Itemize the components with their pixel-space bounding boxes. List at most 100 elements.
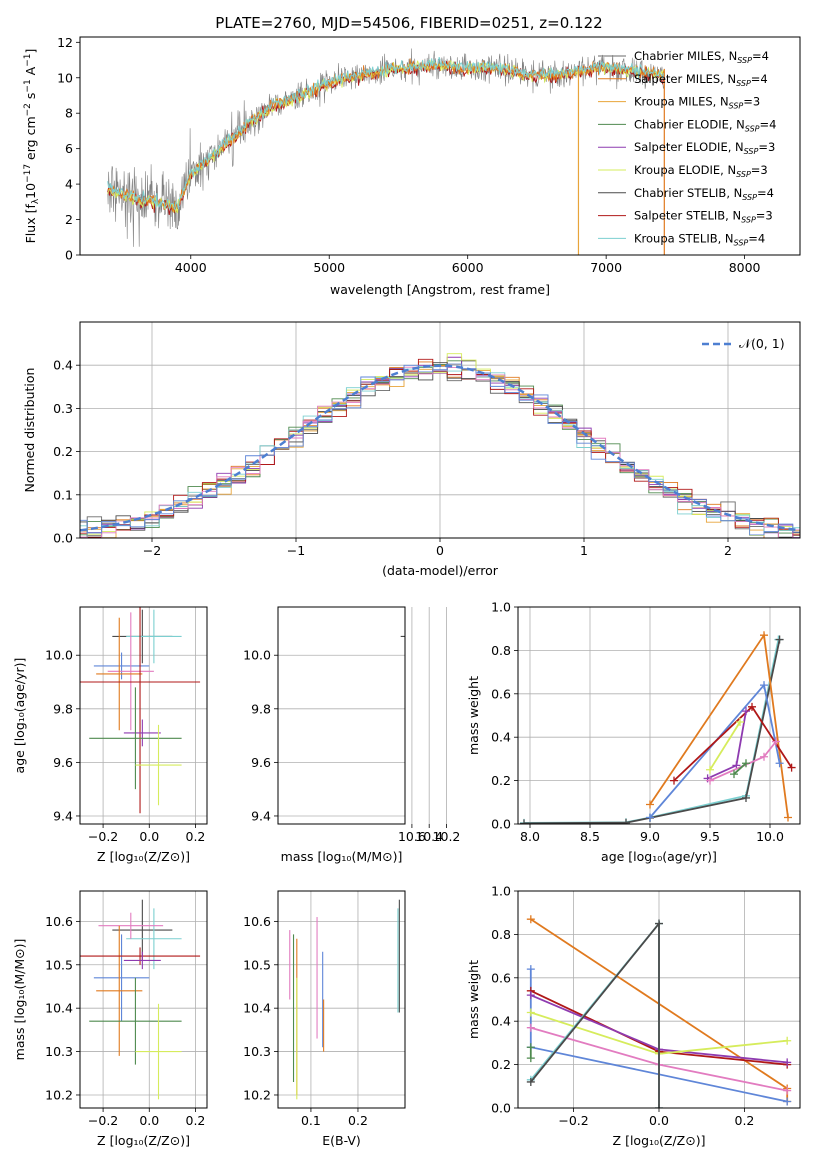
series-marker [760, 631, 768, 640]
y-tick-label: 10.6 [243, 914, 271, 929]
y-tick-label: 10.6 [45, 914, 73, 929]
x-tick-label: 10.6 [398, 829, 426, 844]
series-line [649, 632, 789, 818]
y-axis-label-part: −17 [23, 164, 33, 183]
series-marker [526, 1023, 535, 1032]
legend-label-sub: SSP [741, 216, 756, 225]
x-tick-label: −0.2 [558, 1113, 588, 1128]
y-axis-label: Normed distribution [22, 368, 37, 493]
series-marker [526, 1077, 535, 1086]
histogram-kroupa_elodie [80, 353, 800, 538]
legend-label: Kroupa STELIB, NSSP=4 [634, 231, 765, 247]
y-tick-label: 9.6 [53, 755, 73, 770]
y-axis-label-part: −1 [23, 79, 33, 92]
y-tick-label: 1.0 [491, 884, 511, 899]
plot-residuals: −2 −1 0 1 2 0.0 0.1 0.2 0.3 0.4 (data-model)/error… [22, 321, 801, 578]
x-tick-label: −0.2 [88, 829, 118, 844]
plot-mass_vs_ebv: 0.1 0.2 10.2 10.3 10.4 10.5 10.6 E(B-V) [243, 890, 406, 1148]
legend-label: Salpeter ELODIE, NSSP=3 [634, 140, 775, 156]
series-marker [783, 1058, 792, 1067]
series-marker [783, 1086, 792, 1095]
y-tick-label: 0.1 [53, 487, 73, 502]
legend-label-suffix: =3 [756, 209, 773, 223]
x-tick-label: 0.0 [139, 829, 159, 844]
series-marker [646, 800, 654, 809]
legend-label-sub: SSP [729, 102, 744, 111]
legend-label-sub: SSP [737, 56, 752, 65]
plot-area [80, 899, 201, 1100]
x-tick-label: 9.5 [700, 829, 720, 844]
y-tick-label: 10.0 [243, 648, 271, 663]
legend-label-suffix: =4 [748, 231, 765, 245]
x-tick-label: 10.0 [756, 829, 784, 844]
x-tick-label: −1 [287, 543, 305, 558]
series-marker [784, 813, 792, 822]
x-tick-label: 8.5 [580, 829, 600, 844]
y-tick-label: 10.0 [45, 648, 73, 663]
spectrum-model-kroupa_elodie [107, 59, 665, 214]
y-tick-label: 0 [65, 248, 73, 263]
series-marker [772, 737, 780, 746]
legend-label-sub: SSP [734, 238, 749, 247]
plot-area [526, 915, 792, 1108]
y-tick-label: 10 [57, 70, 73, 85]
y-tick-label: 0.4 [53, 358, 73, 373]
x-tick-label: 0.2 [186, 829, 206, 844]
x-axis-label: Z [log₁₀(Z/Z⊙)] [97, 849, 190, 864]
series-marker [520, 819, 528, 824]
legend-label-suffix: =3 [743, 95, 760, 109]
legend-label-suffix: =4 [751, 72, 768, 86]
x-tick-label: 4000 [175, 260, 207, 275]
series-line [530, 920, 660, 1108]
series-line [523, 639, 781, 824]
legend-label-sub: SSP [736, 79, 751, 88]
histogram-kroupa_stelib [80, 366, 800, 538]
x-tick-label: 2 [724, 543, 732, 558]
y-tick-label: 10.4 [243, 1001, 271, 1016]
series-line [649, 683, 781, 819]
y-axis-label-part: λ [31, 198, 41, 204]
y-axis-label-part: ] [23, 49, 38, 54]
legend-label: Kroupa ELODIE, NSSP=3 [634, 163, 768, 179]
x-axis-label: Z [log₁₀(Z/Z⊙)] [613, 1133, 706, 1148]
legend-label-main: Kroupa STELIB, N [634, 231, 734, 245]
x-tick-label: 8.0 [520, 829, 540, 844]
series-marker [760, 681, 768, 690]
plot-area [80, 607, 201, 814]
x-tick-label: 6000 [452, 260, 484, 275]
y-tick-label: 1.0 [491, 600, 511, 615]
series-marker [775, 635, 784, 644]
axes-frame [79, 606, 208, 825]
series-marker [526, 965, 535, 974]
x-tick-label: 0.0 [139, 1113, 159, 1128]
y-axis-label-part: A [23, 66, 38, 79]
series-marker [742, 759, 750, 768]
legend-label-suffix: =4 [752, 49, 769, 63]
y-tick-label: 6 [65, 141, 73, 156]
y-axis-label-part: −1 [23, 54, 33, 67]
x-tick-label: 7000 [590, 260, 622, 275]
y-tick-label: 10.3 [243, 1044, 271, 1059]
x-axis-label: E(B-V) [322, 1133, 361, 1148]
legend-label-sub: SSP [742, 193, 757, 202]
legend-label-main: Kroupa MILES, N [634, 95, 729, 109]
y-axis-label-part: s [23, 93, 38, 104]
x-axis-label: age [log₁₀(age/yr)] [601, 849, 717, 864]
series-marker [783, 1097, 792, 1106]
axes-frame [517, 890, 801, 1109]
histogram-blue [80, 363, 800, 536]
series-marker [622, 818, 630, 824]
plot-age_vs_mass: 10.210.410.6 9.4 9.6 9.8 10.0 mass [log₁₀(M/M… [243, 606, 461, 864]
y-tick-label: 0.2 [491, 1057, 511, 1072]
legend-label-main: Salpeter MILES, N [634, 72, 736, 86]
legend-label-main: Chabrier ELODIE, N [634, 117, 745, 131]
series-line [523, 639, 780, 824]
x-tick-label: 10.2 [433, 829, 461, 844]
plot-area [520, 631, 796, 824]
legend-label: Chabrier STELIB, NSSP=4 [634, 186, 774, 202]
axes-frame [79, 321, 801, 539]
series-marker [783, 1036, 792, 1045]
y-axis-label: age [log₁₀(age/yr)] [12, 658, 27, 774]
y-tick-label: 10.2 [243, 1087, 271, 1102]
